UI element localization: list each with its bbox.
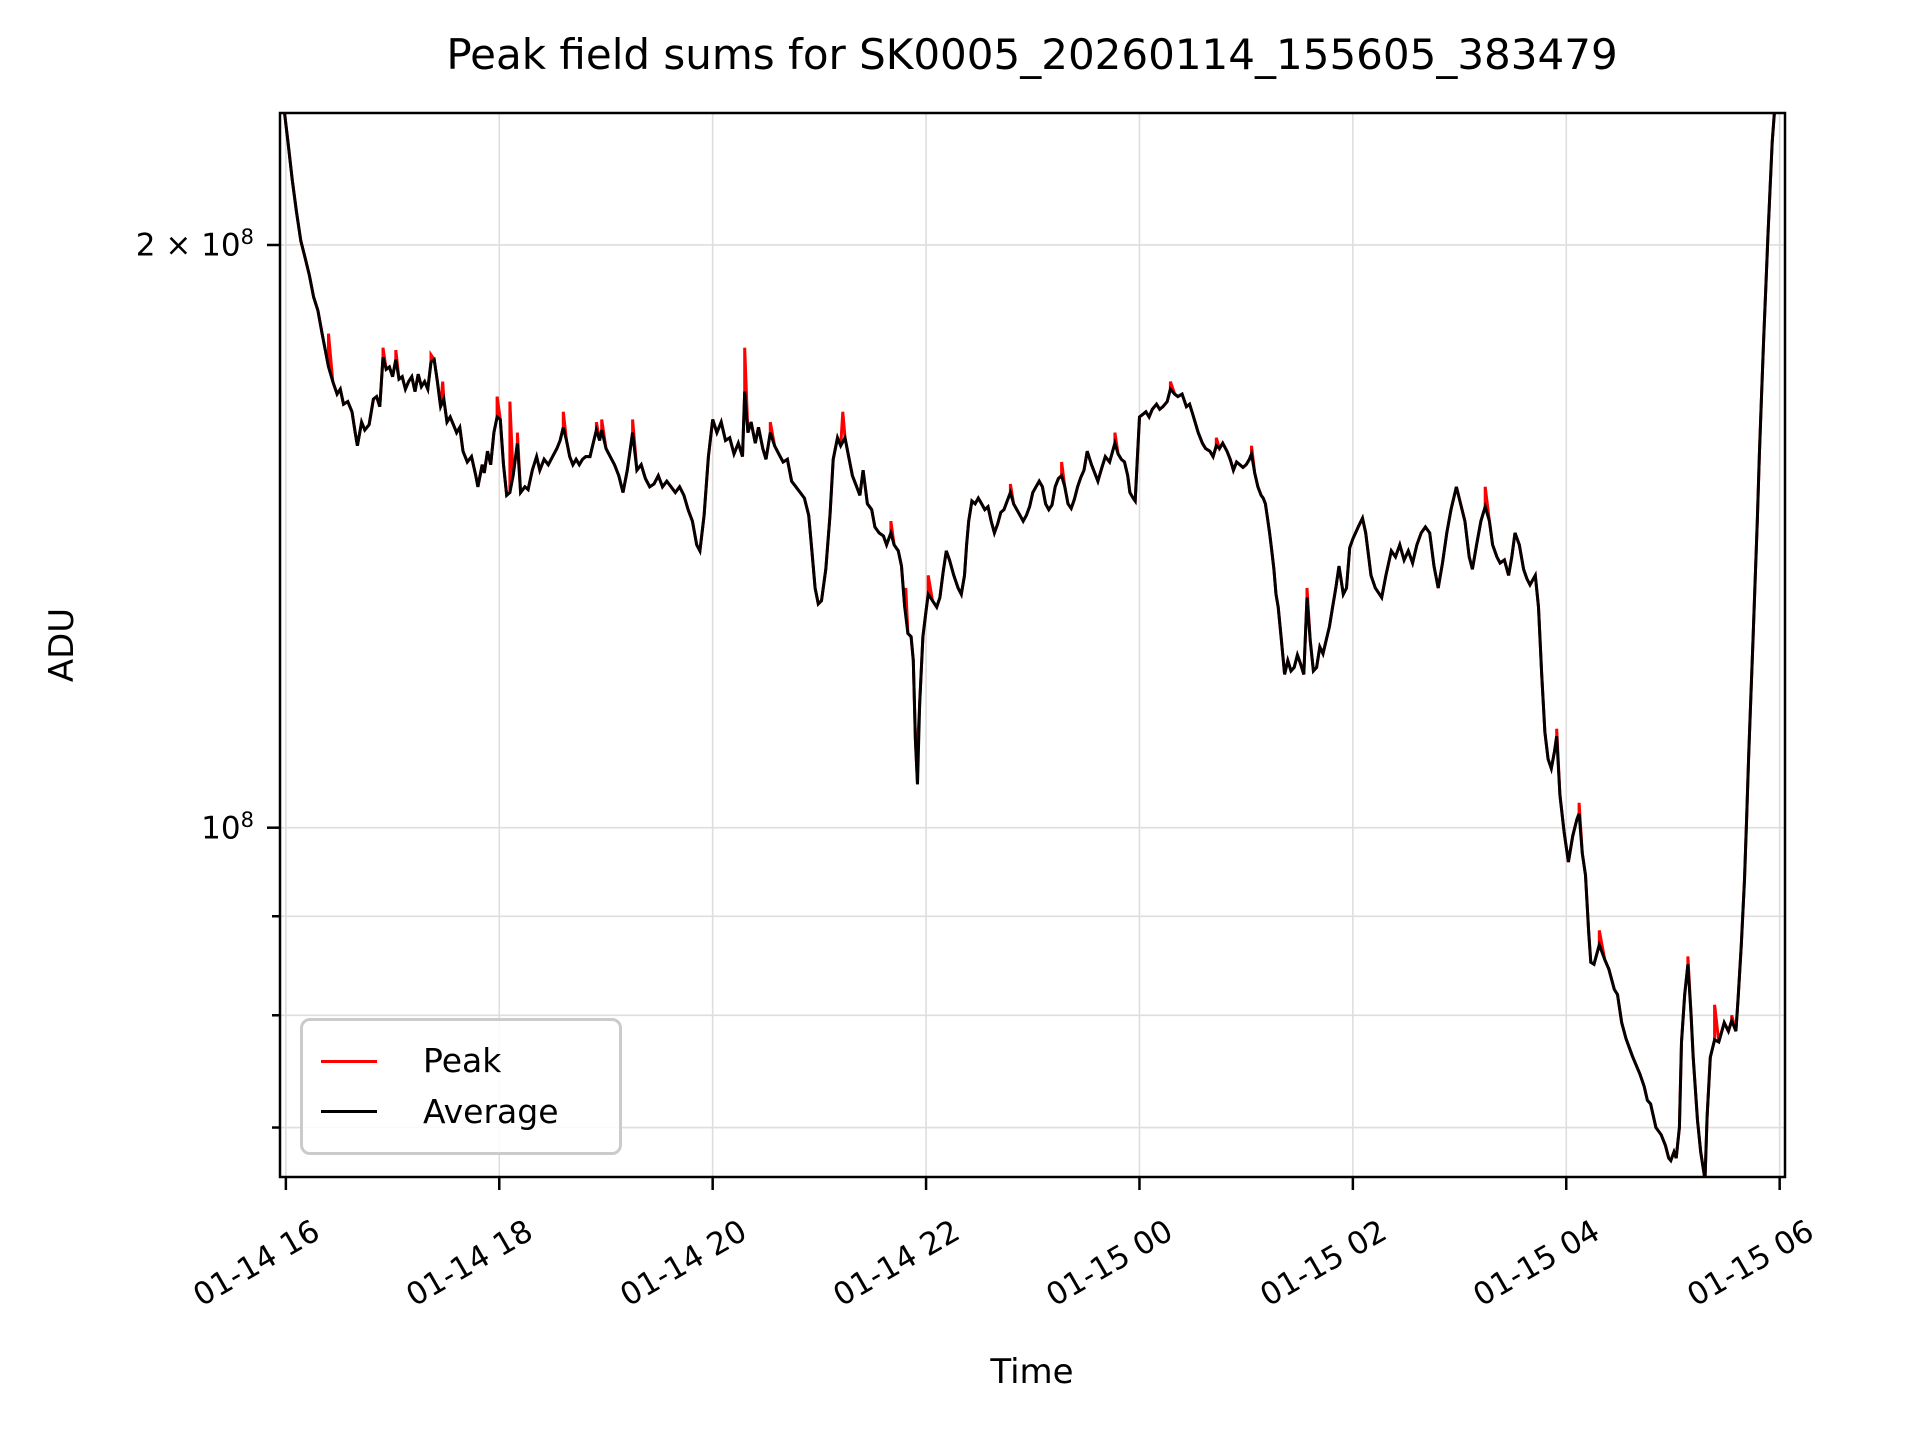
average-line-sample xyxy=(321,1110,377,1114)
peak-line-sample xyxy=(321,1059,377,1063)
tick-marks xyxy=(267,243,1781,1190)
series-lines xyxy=(283,113,1776,1177)
chart-title: Peak field sums for SK0005_20260114_1556… xyxy=(446,30,1618,79)
average-series-line xyxy=(283,113,1776,1177)
y-tick-label: 2 × 108 xyxy=(135,225,254,264)
legend: Peak Average xyxy=(300,1018,622,1155)
peak-series-line xyxy=(283,113,1776,1177)
y-tick-label: 108 xyxy=(201,807,254,847)
gridlines xyxy=(280,113,1785,1177)
y-axis-label: ADU xyxy=(42,607,82,683)
legend-item-peak: Peak xyxy=(321,1041,601,1081)
legend-item-average: Average xyxy=(321,1091,601,1131)
legend-label-average: Average xyxy=(423,1091,559,1131)
legend-label-peak: Peak xyxy=(423,1041,502,1081)
x-axis-label: Time xyxy=(990,1352,1074,1392)
axes-spines xyxy=(278,111,1787,1179)
